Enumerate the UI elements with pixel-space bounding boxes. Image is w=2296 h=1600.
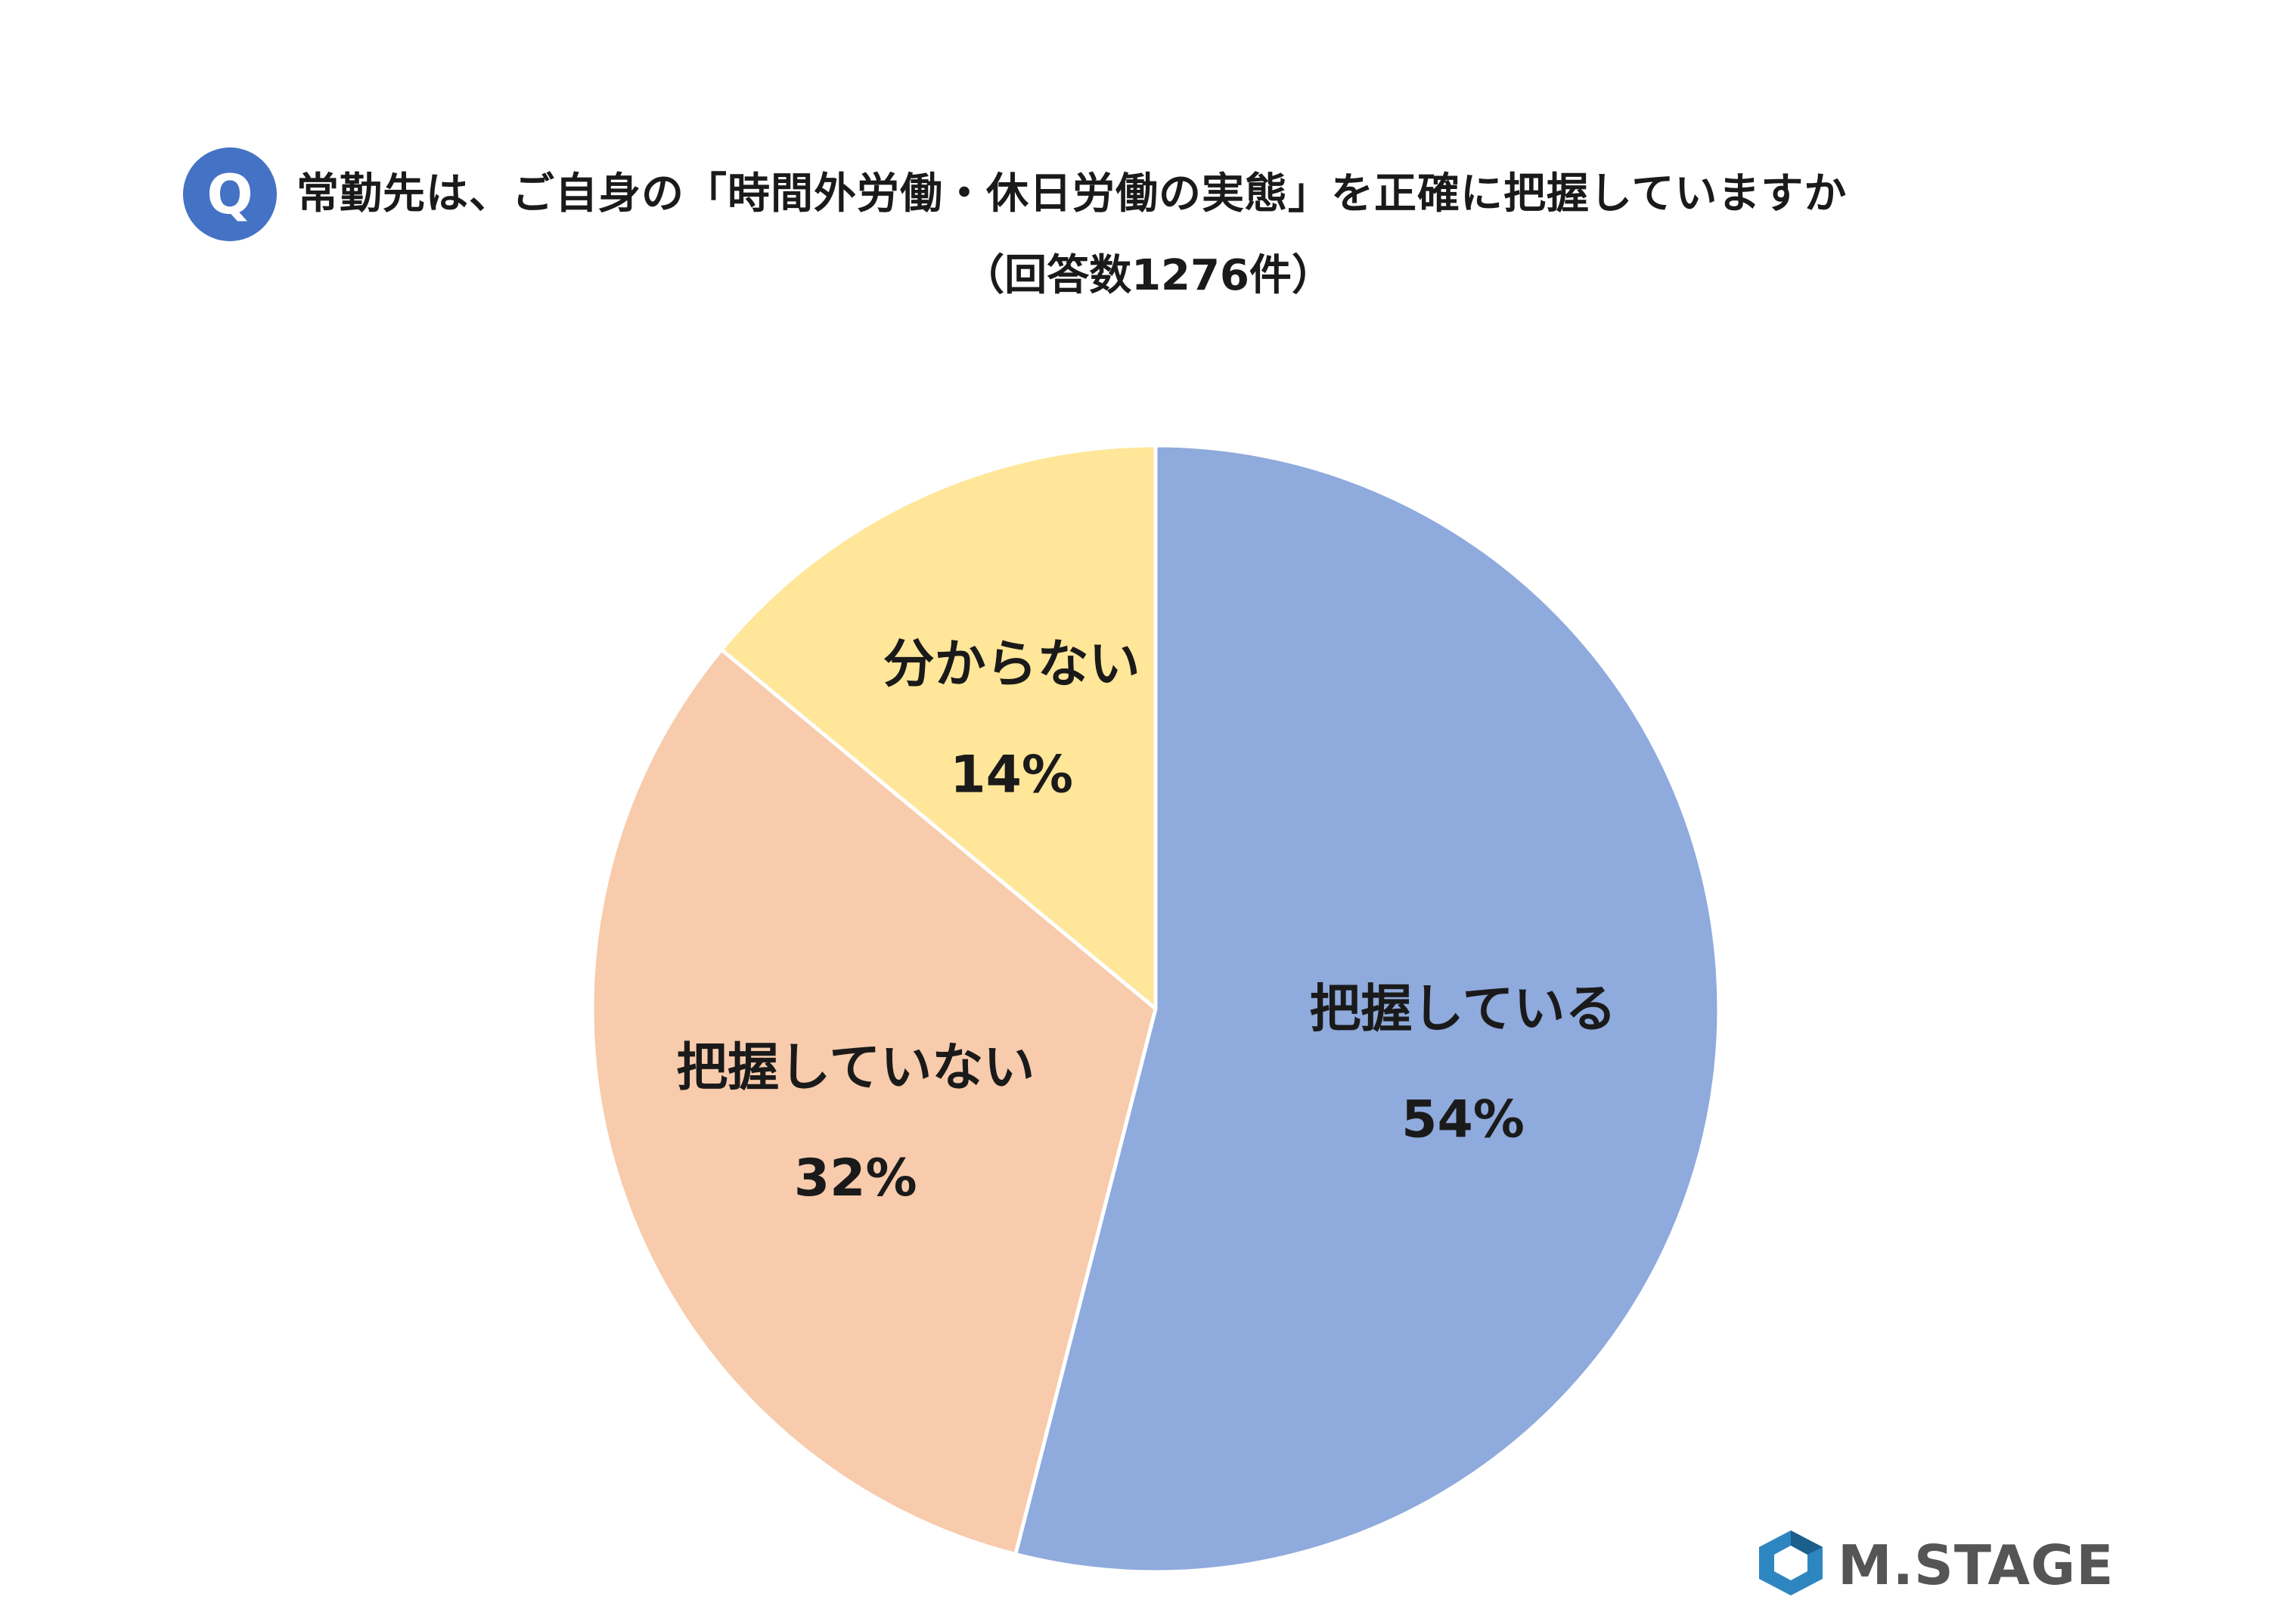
- logo-text: M.STAGE: [1838, 1533, 2114, 1597]
- pie-slice: [1013, 443, 1721, 1574]
- slice-label: 把握していない: [676, 1038, 1035, 1098]
- pie-slice: [590, 647, 1158, 1557]
- header: Q 常勤先は、ご自身の「時間外労働・休日労働の実態」を正確に把握していますか （…: [0, 0, 2296, 318]
- logo-mark-icon: [1759, 1530, 1823, 1595]
- slice-label: 把握している: [1310, 979, 1617, 1039]
- question-badge-icon: Q: [183, 147, 277, 241]
- brand-logo: M.STAGE: [1753, 1527, 2113, 1597]
- slice-label: 分からない: [883, 635, 1140, 695]
- slice-value-label: 32%: [794, 1149, 917, 1208]
- chart-title: 常勤先は、ご自身の「時間外労働・休日労働の実態」を正確に把握していますか: [296, 169, 1848, 219]
- chart-subtitle: （回答数1276件）: [962, 251, 1334, 300]
- pie-slice: [719, 443, 1158, 1011]
- slice-value-label: 54%: [1401, 1090, 1525, 1149]
- slice-value-label: 14%: [950, 746, 1073, 805]
